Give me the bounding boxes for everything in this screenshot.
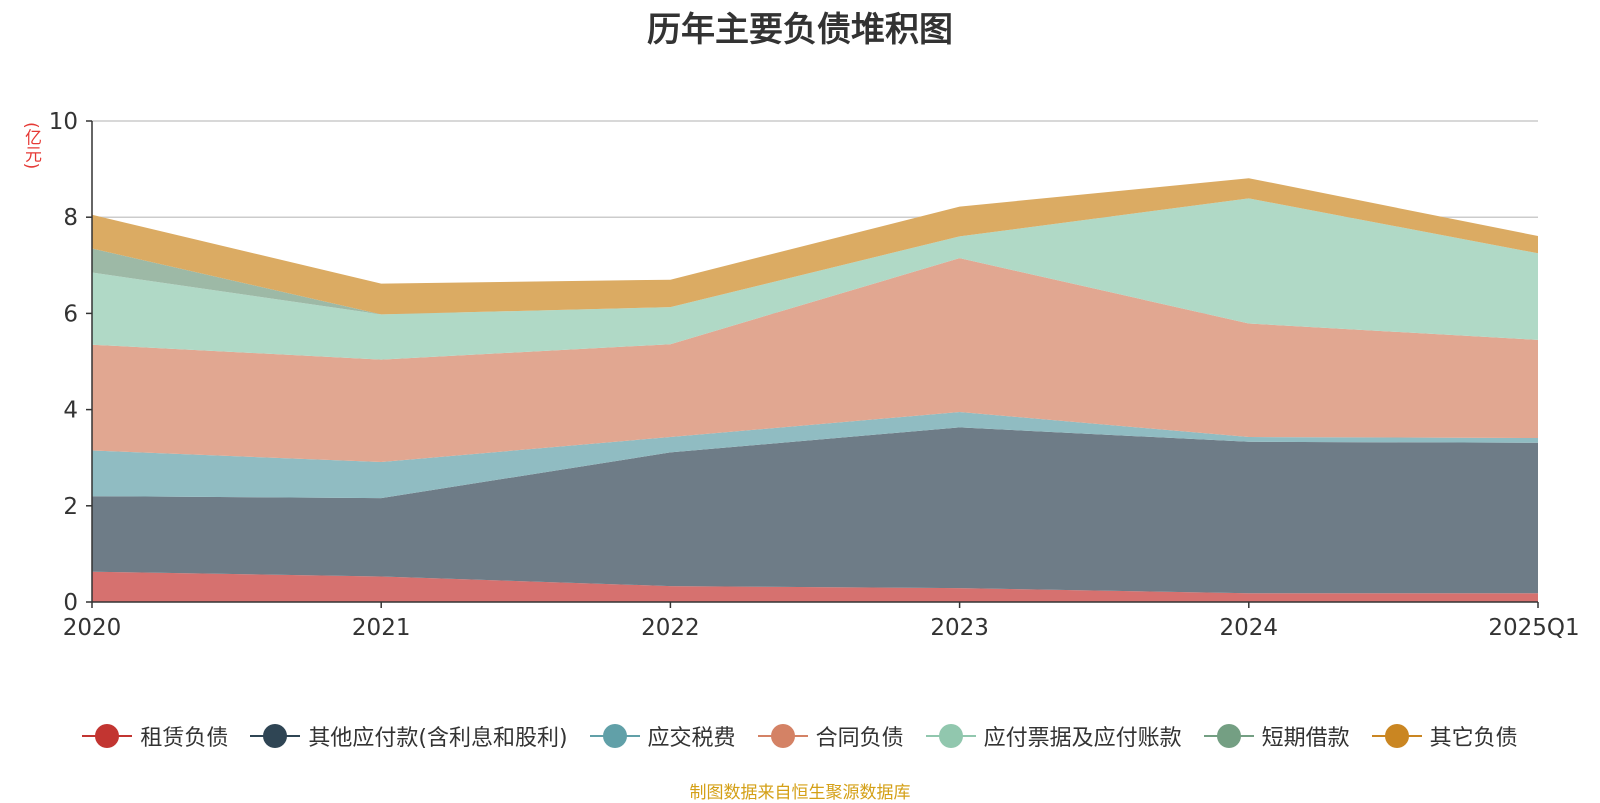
stacked-area-chart: 0 2 4 6 8 10 2020 2021 2022 2023 2024 2025Q1 (49, 109, 1580, 641)
legend-item-4[interactable]: 应付票据及应付账款 (925, 720, 1182, 752)
legend-item-2[interactable]: 应交税费 (589, 720, 736, 752)
legend-label: 租赁负债 (140, 726, 229, 751)
legend-label: 应付票据及应付账款 (983, 726, 1182, 751)
legend-item-6[interactable]: 其它负债 (1371, 720, 1518, 752)
legend-item-0[interactable]: 租赁负债 (82, 720, 228, 752)
tick-labels: 0 2 4 6 8 10 2020 2021 2022 2023 2024 2025Q1 (49, 109, 1580, 641)
area-series-6[interactable] (92, 178, 1538, 315)
legend-label: 应交税费 (647, 726, 736, 751)
legend-label: 其它负债 (1429, 726, 1518, 751)
legend-label: 合同负债 (815, 726, 904, 751)
y-tick-label: 8 (63, 205, 78, 231)
area-series-3[interactable] (92, 258, 1538, 462)
y-tick-label: 6 (63, 301, 78, 327)
y-tick-label: 10 (49, 109, 78, 135)
y-tick-label: 4 (63, 398, 78, 424)
y-axis-unit: (亿元) (21, 122, 41, 170)
legend-item-5[interactable]: 短期借款 (1203, 720, 1350, 752)
axes (86, 120, 1539, 608)
legend-item-3[interactable]: 合同负债 (757, 720, 904, 752)
chart-title: 历年主要负债堆积图 (647, 10, 953, 50)
y-tick-label: 2 (63, 494, 78, 520)
legend-item-1[interactable]: 其他应付款(含利息和股利) (250, 720, 568, 752)
legend-label: 短期借款 (1261, 726, 1350, 751)
x-tick-label: 2022 (641, 615, 700, 641)
legend-marker-icon (925, 723, 976, 749)
legend-marker-icon (1371, 723, 1422, 749)
area-series (92, 178, 1538, 602)
source-note: 制图数据来自恒生聚源数据库 (689, 783, 911, 803)
y-tick-label: 0 (63, 590, 78, 616)
legend-marker-icon (82, 723, 133, 749)
chart-legend: 租赁负债 其他应付款(含利息和股利) 应交税费 合同负债 应付票据及应付账款 短期借款 其它… (40, 718, 1560, 754)
area-series-0[interactable] (92, 571, 1538, 602)
x-tick-label: 2024 (1220, 615, 1279, 641)
area-series-1[interactable] (92, 427, 1538, 594)
area-series-4[interactable] (92, 198, 1538, 360)
legend-label: 其他应付款(含利息和股利) (308, 726, 568, 751)
legend-marker-icon (250, 723, 301, 749)
x-tick-label: 2025Q1 (1488, 615, 1579, 641)
x-tick-label: 2023 (930, 615, 989, 641)
x-tick-label: 2021 (352, 615, 411, 641)
legend-marker-icon (589, 723, 640, 749)
x-tick-label: 2020 (63, 615, 122, 641)
area-series-2[interactable] (92, 412, 1538, 499)
legend-marker-icon (757, 723, 808, 749)
legend-marker-icon (1203, 723, 1254, 749)
